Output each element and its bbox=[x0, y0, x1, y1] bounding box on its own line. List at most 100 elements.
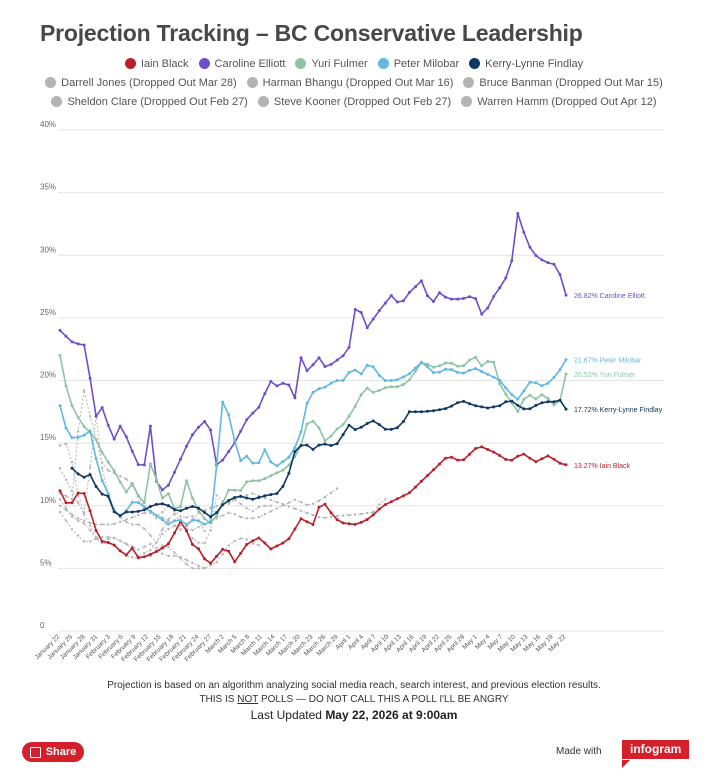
data-point bbox=[263, 448, 267, 452]
data-point bbox=[251, 517, 254, 520]
data-point bbox=[438, 364, 441, 368]
data-point bbox=[269, 493, 273, 497]
data-point bbox=[293, 450, 297, 454]
data-point bbox=[498, 378, 502, 382]
data-point bbox=[552, 403, 556, 407]
data-point bbox=[119, 474, 122, 478]
y-tick-label: 10% bbox=[40, 496, 56, 505]
legend-swatch bbox=[463, 77, 475, 88]
data-point bbox=[359, 372, 363, 376]
legend-item[interactable]: Caroline Elliott bbox=[198, 58, 285, 70]
data-point bbox=[377, 507, 381, 511]
data-point bbox=[323, 495, 327, 499]
data-point bbox=[64, 506, 68, 510]
data-point bbox=[401, 420, 405, 423]
data-point bbox=[113, 536, 116, 540]
legend-item[interactable]: Yuri Fulmer bbox=[295, 58, 368, 70]
data-point bbox=[510, 399, 514, 403]
data-point bbox=[426, 362, 429, 366]
data-point bbox=[167, 527, 170, 531]
data-point bbox=[299, 509, 303, 512]
data-point bbox=[161, 532, 164, 536]
series-end-label: 21.67% Peter Milobar bbox=[574, 358, 642, 365]
data-point bbox=[101, 535, 104, 539]
data-point bbox=[101, 461, 104, 464]
series-line bbox=[59, 415, 271, 544]
data-point bbox=[239, 489, 243, 492]
data-point bbox=[275, 507, 279, 510]
data-point bbox=[197, 509, 200, 512]
data-point bbox=[293, 498, 297, 501]
data-point bbox=[58, 467, 62, 470]
legend-label: Steve Kooner (Dropped Out Feb 27) bbox=[273, 95, 452, 108]
legend-item[interactable]: Peter Milobar bbox=[377, 58, 459, 70]
data-point bbox=[173, 531, 176, 535]
data-point bbox=[239, 494, 243, 498]
legend-swatch bbox=[469, 58, 481, 69]
data-point bbox=[275, 544, 279, 548]
data-point bbox=[70, 513, 74, 516]
data-point bbox=[76, 342, 80, 346]
data-point bbox=[474, 297, 478, 301]
data-point bbox=[143, 545, 146, 548]
legend-item[interactable]: Steve Kooner (Dropped Out Feb 27) bbox=[257, 95, 452, 108]
share-button[interactable]: Share bbox=[22, 742, 84, 762]
data-point bbox=[136, 494, 140, 498]
data-point bbox=[413, 410, 417, 414]
data-point bbox=[203, 557, 207, 561]
data-point bbox=[281, 460, 285, 464]
legend-item[interactable]: Kerry-Lynne Findlay bbox=[469, 58, 583, 70]
data-point bbox=[179, 524, 182, 527]
data-point bbox=[185, 529, 188, 533]
legend-label: Darrell Jones (Dropped Out Mar 28) bbox=[61, 76, 237, 89]
data-point bbox=[82, 513, 86, 516]
data-point bbox=[113, 522, 116, 526]
data-point bbox=[275, 471, 279, 475]
data-point bbox=[233, 439, 237, 443]
data-point bbox=[107, 537, 110, 541]
series-end-label: 17.72% Kerry-Lynne Findlay bbox=[574, 407, 663, 414]
data-point bbox=[383, 386, 387, 390]
data-point bbox=[209, 564, 212, 567]
legend-item[interactable]: Bruce Banman (Dropped Out Mar 15) bbox=[463, 77, 663, 89]
data-point bbox=[486, 406, 490, 410]
series-line bbox=[59, 499, 259, 569]
data-point bbox=[516, 212, 520, 215]
infogram-logo[interactable]: infogram bbox=[622, 740, 690, 759]
data-point bbox=[136, 463, 140, 467]
warning-post: POLLS — DO NOT CALL THIS A POLL I'LL BE … bbox=[258, 694, 509, 705]
data-point bbox=[311, 447, 315, 451]
series-line bbox=[59, 446, 567, 564]
data-point bbox=[353, 522, 357, 526]
data-point bbox=[281, 381, 285, 385]
data-point bbox=[100, 406, 104, 410]
legend-item[interactable]: Harman Bhangu (Dropped Out Mar 16) bbox=[246, 77, 453, 89]
data-point bbox=[58, 444, 62, 447]
legend-item[interactable]: Iain Black bbox=[124, 58, 189, 70]
data-point bbox=[377, 373, 381, 377]
legend-item[interactable]: Warren Hamm (Dropped Out Apr 12) bbox=[461, 96, 657, 108]
data-point bbox=[474, 367, 478, 371]
data-point bbox=[510, 393, 514, 397]
legend-item[interactable]: Sheldon Clare (Dropped Out Feb 27) bbox=[51, 96, 248, 108]
data-point bbox=[474, 447, 478, 450]
legend-item[interactable]: Darrell Jones (Dropped Out Mar 28) bbox=[45, 76, 237, 89]
data-point bbox=[58, 510, 62, 514]
series-end-label: 20.52% Yuri Fulmer bbox=[574, 372, 636, 379]
data-point bbox=[148, 462, 152, 466]
data-point bbox=[173, 519, 176, 523]
data-point bbox=[245, 538, 248, 541]
data-point bbox=[450, 404, 453, 408]
data-point bbox=[70, 466, 74, 470]
data-point bbox=[76, 501, 80, 504]
data-point bbox=[257, 536, 261, 540]
data-point bbox=[540, 457, 544, 461]
data-point bbox=[149, 534, 152, 537]
data-point bbox=[76, 517, 80, 520]
data-point bbox=[148, 552, 152, 556]
data-point bbox=[377, 389, 381, 392]
data-point bbox=[82, 511, 86, 514]
methodology-note: Projection is based on an algorithm anal… bbox=[107, 680, 601, 691]
data-point bbox=[486, 448, 490, 451]
data-point bbox=[275, 464, 279, 468]
